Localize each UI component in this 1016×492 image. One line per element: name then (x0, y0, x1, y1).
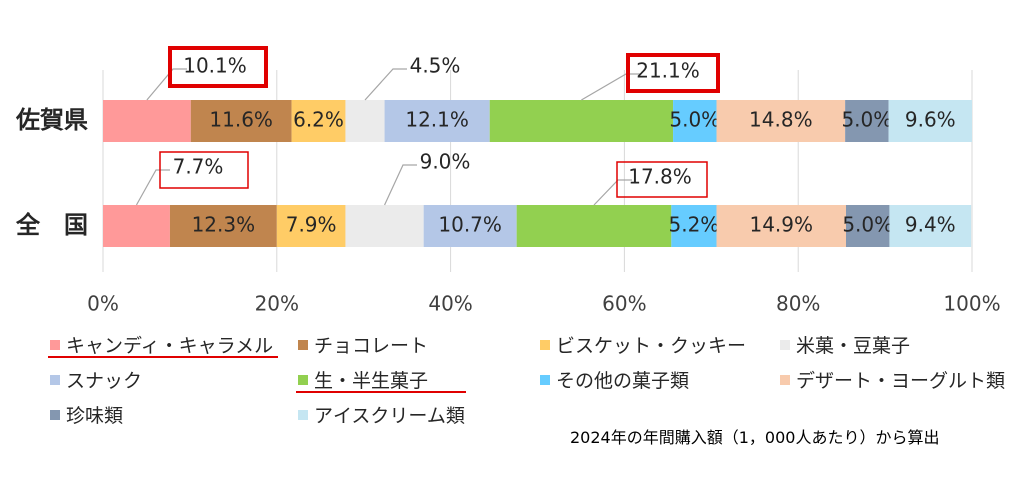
bar-segment (889, 205, 972, 247)
x-tick-label: 40% (428, 292, 472, 316)
bar-segment (291, 100, 346, 142)
source-note: 2024年の年間購入額（1，000人あたり）から算出 (570, 428, 940, 447)
bar-segment (169, 205, 277, 247)
data-label: 5.0% (669, 108, 720, 132)
bar-segment (671, 205, 717, 247)
x-tick-label: 80% (776, 292, 820, 316)
bar-segment (384, 100, 490, 142)
leader-line (146, 68, 187, 101)
bar-segment (103, 205, 170, 247)
data-label: 7.7% (173, 155, 224, 179)
highlight-box (159, 151, 249, 189)
x-tick-label: 100% (943, 292, 1000, 316)
data-label: 5.0% (842, 213, 893, 237)
data-label: 7.9% (286, 213, 337, 237)
bar-segment (888, 100, 972, 142)
leader-line (364, 68, 407, 101)
leader-line (593, 179, 632, 206)
highlight-box (168, 46, 268, 88)
bar-segment (673, 100, 717, 142)
data-label: 11.6% (209, 108, 273, 132)
bar-segment (103, 100, 191, 142)
x-tick-label: 20% (255, 292, 299, 316)
leader-line (581, 73, 640, 101)
bar-segment (423, 205, 517, 247)
data-label: 12.1% (405, 108, 469, 132)
data-label: 17.8% (628, 165, 692, 189)
data-label: 12.3% (192, 213, 256, 237)
data-label: 10.1% (183, 54, 247, 78)
bar-segment (845, 205, 890, 247)
x-tick-label: 60% (602, 292, 646, 316)
bar-segment (276, 205, 346, 247)
data-label: 5.0% (841, 108, 892, 132)
data-label: 9.4% (905, 213, 956, 237)
data-label: 21.1% (636, 59, 700, 83)
highlight-box (616, 161, 708, 198)
leader-line (384, 164, 417, 206)
data-label: 9.6% (905, 108, 956, 132)
bar-segment (716, 205, 846, 247)
bar-segment (489, 100, 674, 142)
data-label: 4.5% (410, 54, 461, 78)
data-label: 6.2% (293, 108, 344, 132)
category-label: 佐賀県 (15, 106, 88, 134)
category-label: 全 国 (15, 211, 88, 239)
x-tick-label: 0% (87, 292, 119, 316)
bar-segment (190, 100, 292, 142)
bar-segment (345, 100, 385, 142)
bar-segment (345, 205, 424, 247)
leader-line (135, 169, 170, 206)
bar-segment (845, 100, 889, 142)
data-label: 14.9% (749, 213, 813, 237)
bar-segment (516, 205, 672, 247)
data-label: 10.7% (438, 213, 502, 237)
data-label: 14.8% (749, 108, 813, 132)
highlight-box (626, 53, 720, 93)
bar-segment (716, 100, 846, 142)
data-label: 9.0% (420, 150, 471, 174)
data-label: 5.2% (669, 213, 720, 237)
